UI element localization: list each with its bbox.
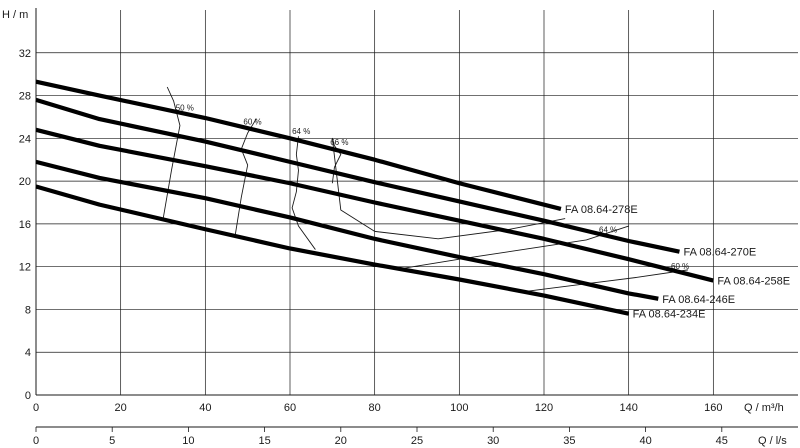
series-label: FA 08.64-246E (662, 294, 735, 306)
x2-tick-label: 35 (563, 435, 575, 447)
efficiency-label: 60 % (671, 262, 689, 271)
series-labels: FA 08.64-278E FA 08.64-270E FA 08.64-258E F… (565, 204, 790, 321)
x-tick-label: 80 (369, 402, 381, 414)
y-tick-label: 12 (19, 262, 31, 274)
x2-axis-label: Q / l/s (758, 435, 787, 447)
y-tick-label: 4 (25, 347, 31, 359)
grid (35, 10, 798, 396)
y-tick-label: 32 (19, 48, 31, 60)
y-tick-label: 20 (19, 176, 31, 188)
x2-tick-label: 15 (258, 435, 270, 447)
efficiency-label: 64 % (292, 127, 310, 136)
x-axis-label: Q / m³/h (744, 402, 784, 414)
y-tick-label: 8 (25, 304, 31, 316)
x-tick-label: 60 (284, 402, 296, 414)
x-tick-label: 40 (199, 402, 211, 414)
x-tick-label: 100 (450, 402, 468, 414)
efficiency-curves: 50 % 60 % 64 % 66 % 64 % 60 % (162, 86, 689, 293)
series-line (35, 159, 659, 301)
efficiency-curve (162, 86, 181, 220)
efficiency-label: 64 % (599, 225, 617, 234)
series-label: FA 08.64-258E (717, 276, 790, 288)
x2-tick-label: 25 (411, 435, 423, 447)
efficiency-label: 50 % (176, 104, 194, 113)
series-lines (35, 79, 714, 316)
efficiency-curve (518, 269, 688, 293)
series-line (35, 127, 714, 283)
efficiency-label: 66 % (330, 138, 348, 147)
x-tick-label: 140 (619, 402, 637, 414)
series-label: FA 08.64-278E (565, 204, 638, 216)
y-axis-label: H / m (2, 9, 28, 21)
x2-tick-label: 40 (639, 435, 651, 447)
series-label: FA 08.64-270E (683, 247, 756, 259)
tick-labels: 0 4 8 12 16 20 24 28 32 0 20 40 60 80 100 120 140 160 0 5 10… (19, 48, 728, 447)
y-tick-label: 28 (19, 91, 31, 103)
y-tick-label: 24 (19, 133, 31, 145)
x-tick-label: 120 (535, 402, 553, 414)
x-tick-label: 0 (33, 402, 39, 414)
x2-tick-label: 5 (109, 435, 115, 447)
x-tick-label: 20 (115, 402, 127, 414)
x2-tick-label: 45 (716, 435, 728, 447)
x2-tick-label: 30 (487, 435, 499, 447)
y-tick-label: 16 (19, 219, 31, 231)
series-label: FA 08.64-234E (633, 309, 706, 321)
x-tick-label: 160 (704, 402, 722, 414)
series-line (35, 184, 630, 316)
x2-tick-label: 0 (33, 435, 39, 447)
efficiency-curve (291, 136, 316, 250)
y-tick-label: 0 (25, 390, 31, 402)
axes (35, 8, 798, 432)
series-line (35, 79, 562, 211)
x2-tick-label: 20 (335, 435, 347, 447)
x2-tick-label: 10 (182, 435, 194, 447)
efficiency-label: 60 % (243, 117, 261, 126)
series-line (35, 97, 680, 254)
